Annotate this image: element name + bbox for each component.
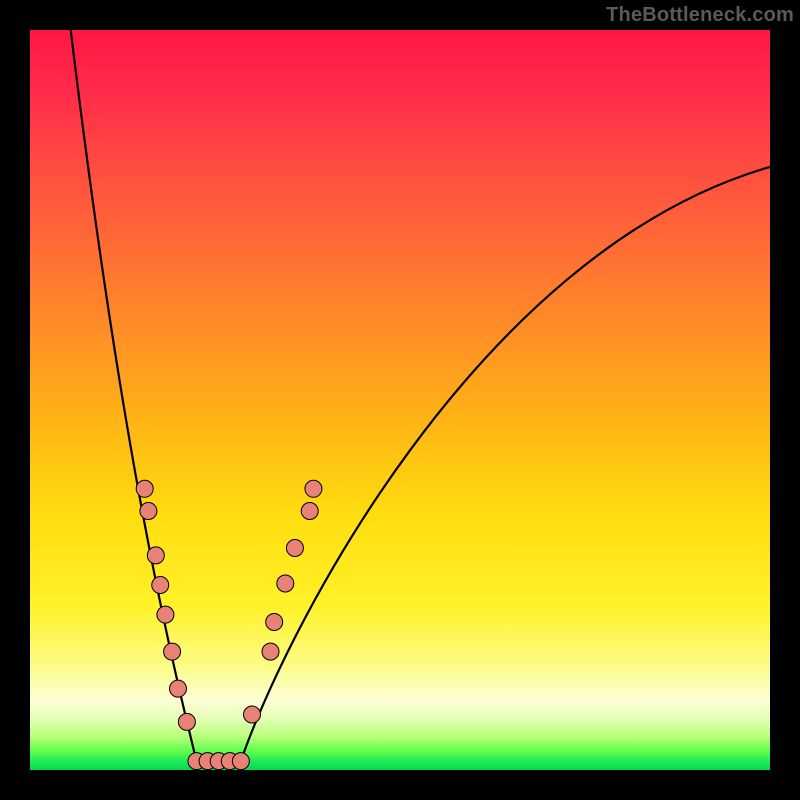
data-marker bbox=[244, 706, 261, 723]
chart-root bbox=[0, 0, 800, 800]
data-marker bbox=[152, 577, 169, 594]
data-marker bbox=[140, 503, 157, 520]
data-marker bbox=[232, 753, 249, 770]
watermark-text: TheBottleneck.com bbox=[606, 4, 794, 27]
data-marker bbox=[170, 680, 187, 697]
data-marker bbox=[266, 614, 283, 631]
data-marker bbox=[277, 575, 294, 592]
data-marker bbox=[286, 540, 303, 557]
data-marker bbox=[262, 643, 279, 660]
data-marker bbox=[305, 480, 322, 497]
data-marker bbox=[301, 503, 318, 520]
data-marker bbox=[136, 480, 153, 497]
data-marker bbox=[147, 547, 164, 564]
data-marker bbox=[157, 606, 174, 623]
plot-background bbox=[30, 30, 770, 770]
data-marker bbox=[178, 713, 195, 730]
data-marker bbox=[164, 643, 181, 660]
